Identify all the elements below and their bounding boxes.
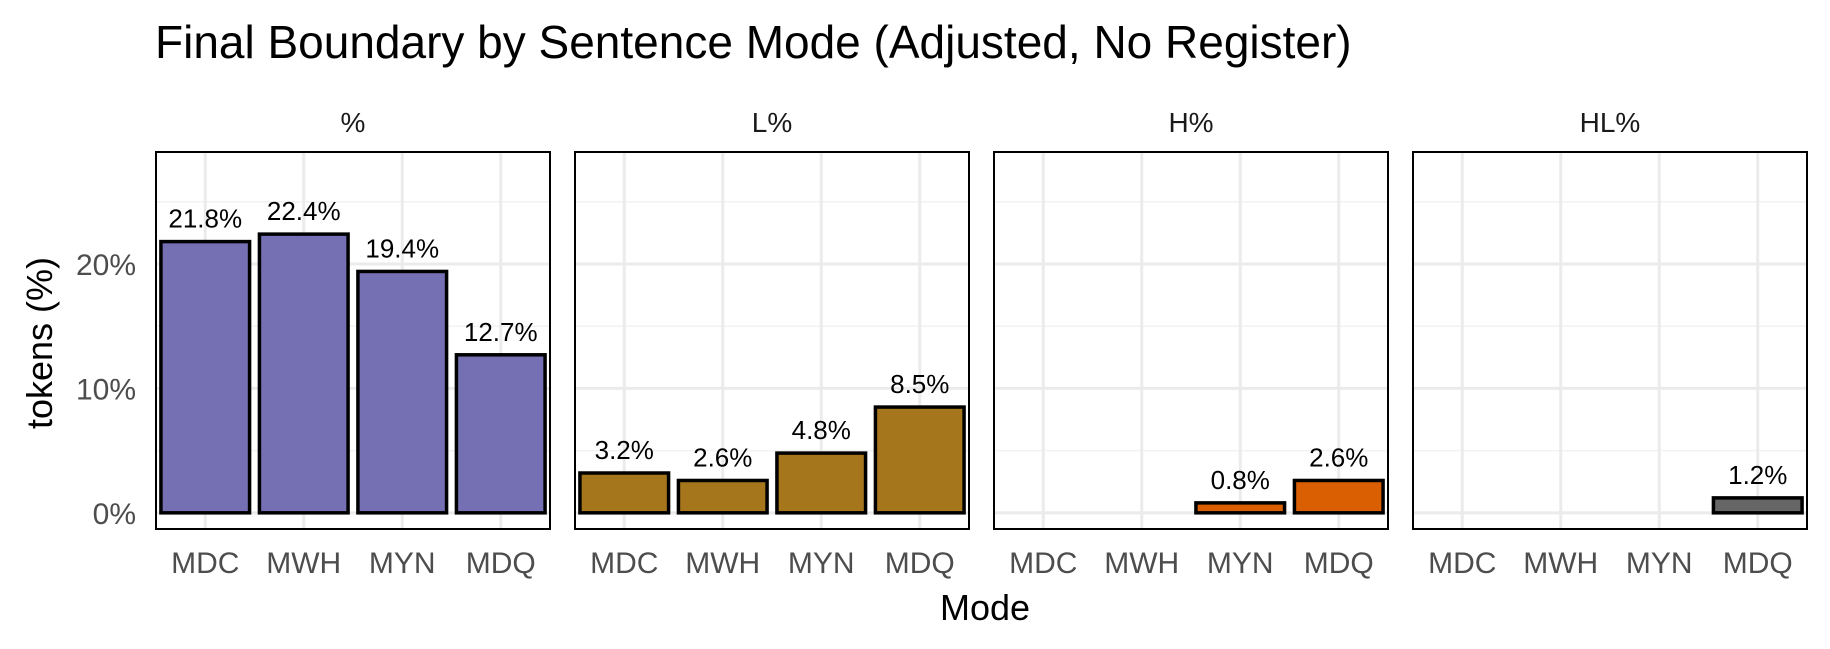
bar-myn bbox=[1194, 501, 1287, 515]
facet-panel-0: 21.8% 22.4% 19.4% 12.7%% MDC MWH MYN MDQ bbox=[155, 107, 551, 580]
x-tick-label: MDQ bbox=[1304, 547, 1374, 580]
data-label: 1.2% bbox=[1728, 460, 1787, 490]
facet-strip-label: H% bbox=[1168, 107, 1213, 138]
bar-mdq bbox=[873, 405, 966, 515]
panel-border bbox=[574, 151, 970, 530]
data-label: 19.4% bbox=[365, 233, 439, 263]
x-tick-label: MDQ bbox=[885, 547, 955, 580]
panel-border bbox=[993, 151, 1389, 530]
facet-panel-3: 1.2% HL% MDC MWH MYN MDQ bbox=[1412, 107, 1808, 580]
bar-myn bbox=[356, 269, 449, 515]
x-tick-label: MDC bbox=[1009, 547, 1077, 580]
data-label: 2.6% bbox=[693, 442, 752, 472]
x-tick-label: MDQ bbox=[466, 547, 536, 580]
y-axis-title: tokens (%) bbox=[19, 257, 60, 429]
bar-mdq bbox=[1292, 478, 1385, 515]
x-tick-label: MYN bbox=[1626, 547, 1693, 580]
facet-strip-label: % bbox=[341, 107, 366, 138]
data-label: 0.8% bbox=[1211, 465, 1270, 495]
x-tick-label: MWH bbox=[685, 547, 760, 580]
panel-border bbox=[155, 151, 551, 530]
facet-strip-label: L% bbox=[752, 107, 792, 138]
data-label: 22.4% bbox=[267, 196, 341, 226]
x-tick-label: MDC bbox=[590, 547, 658, 580]
x-tick-label: MWH bbox=[266, 547, 341, 580]
bar-mdq bbox=[454, 353, 547, 515]
chart-title: Final Boundary by Sentence Mode (Adjuste… bbox=[155, 16, 1352, 68]
bar-mwh bbox=[257, 232, 350, 515]
x-tick-label: MYN bbox=[369, 547, 436, 580]
x-axis-title: Mode bbox=[940, 587, 1030, 628]
x-tick-label: MYN bbox=[1207, 547, 1274, 580]
y-tick-label: 20% bbox=[76, 249, 136, 282]
data-label: 4.8% bbox=[792, 415, 851, 445]
data-label: 8.5% bbox=[890, 369, 949, 399]
facet-panel-2: 0.8% 2.6% H% MDC MWH MYN MDQ bbox=[993, 107, 1389, 580]
data-label: 21.8% bbox=[168, 204, 242, 234]
x-tick-label: MWH bbox=[1523, 547, 1598, 580]
facet-panel-1: 3.2% 2.6% 4.8% 8.5% L% MDC MWH MYN MDQ bbox=[574, 107, 970, 580]
y-tick-label: 10% bbox=[76, 373, 136, 406]
facet-strip-label: HL% bbox=[1580, 107, 1641, 138]
bar-mdq bbox=[1711, 496, 1804, 515]
data-label: 3.2% bbox=[595, 435, 654, 465]
bar-mdc bbox=[578, 471, 671, 515]
x-tick-label: MDC bbox=[171, 547, 239, 580]
y-tick-label: 0% bbox=[93, 498, 136, 531]
x-tick-label: MDQ bbox=[1723, 547, 1793, 580]
x-tick-label: MWH bbox=[1104, 547, 1179, 580]
bar-myn bbox=[775, 451, 868, 515]
data-label: 12.7% bbox=[464, 317, 538, 347]
facet-panels: 21.8% 22.4% 19.4% 12.7%% MDC MWH MYN MDQ 3.2% 2.6… bbox=[76, 107, 1808, 580]
bar-mdc bbox=[159, 239, 252, 515]
bar-mwh bbox=[676, 478, 769, 515]
x-tick-label: MDC bbox=[1428, 547, 1496, 580]
x-tick-label: MYN bbox=[788, 547, 855, 580]
panel-border bbox=[1412, 151, 1808, 530]
data-label: 2.6% bbox=[1309, 442, 1368, 472]
